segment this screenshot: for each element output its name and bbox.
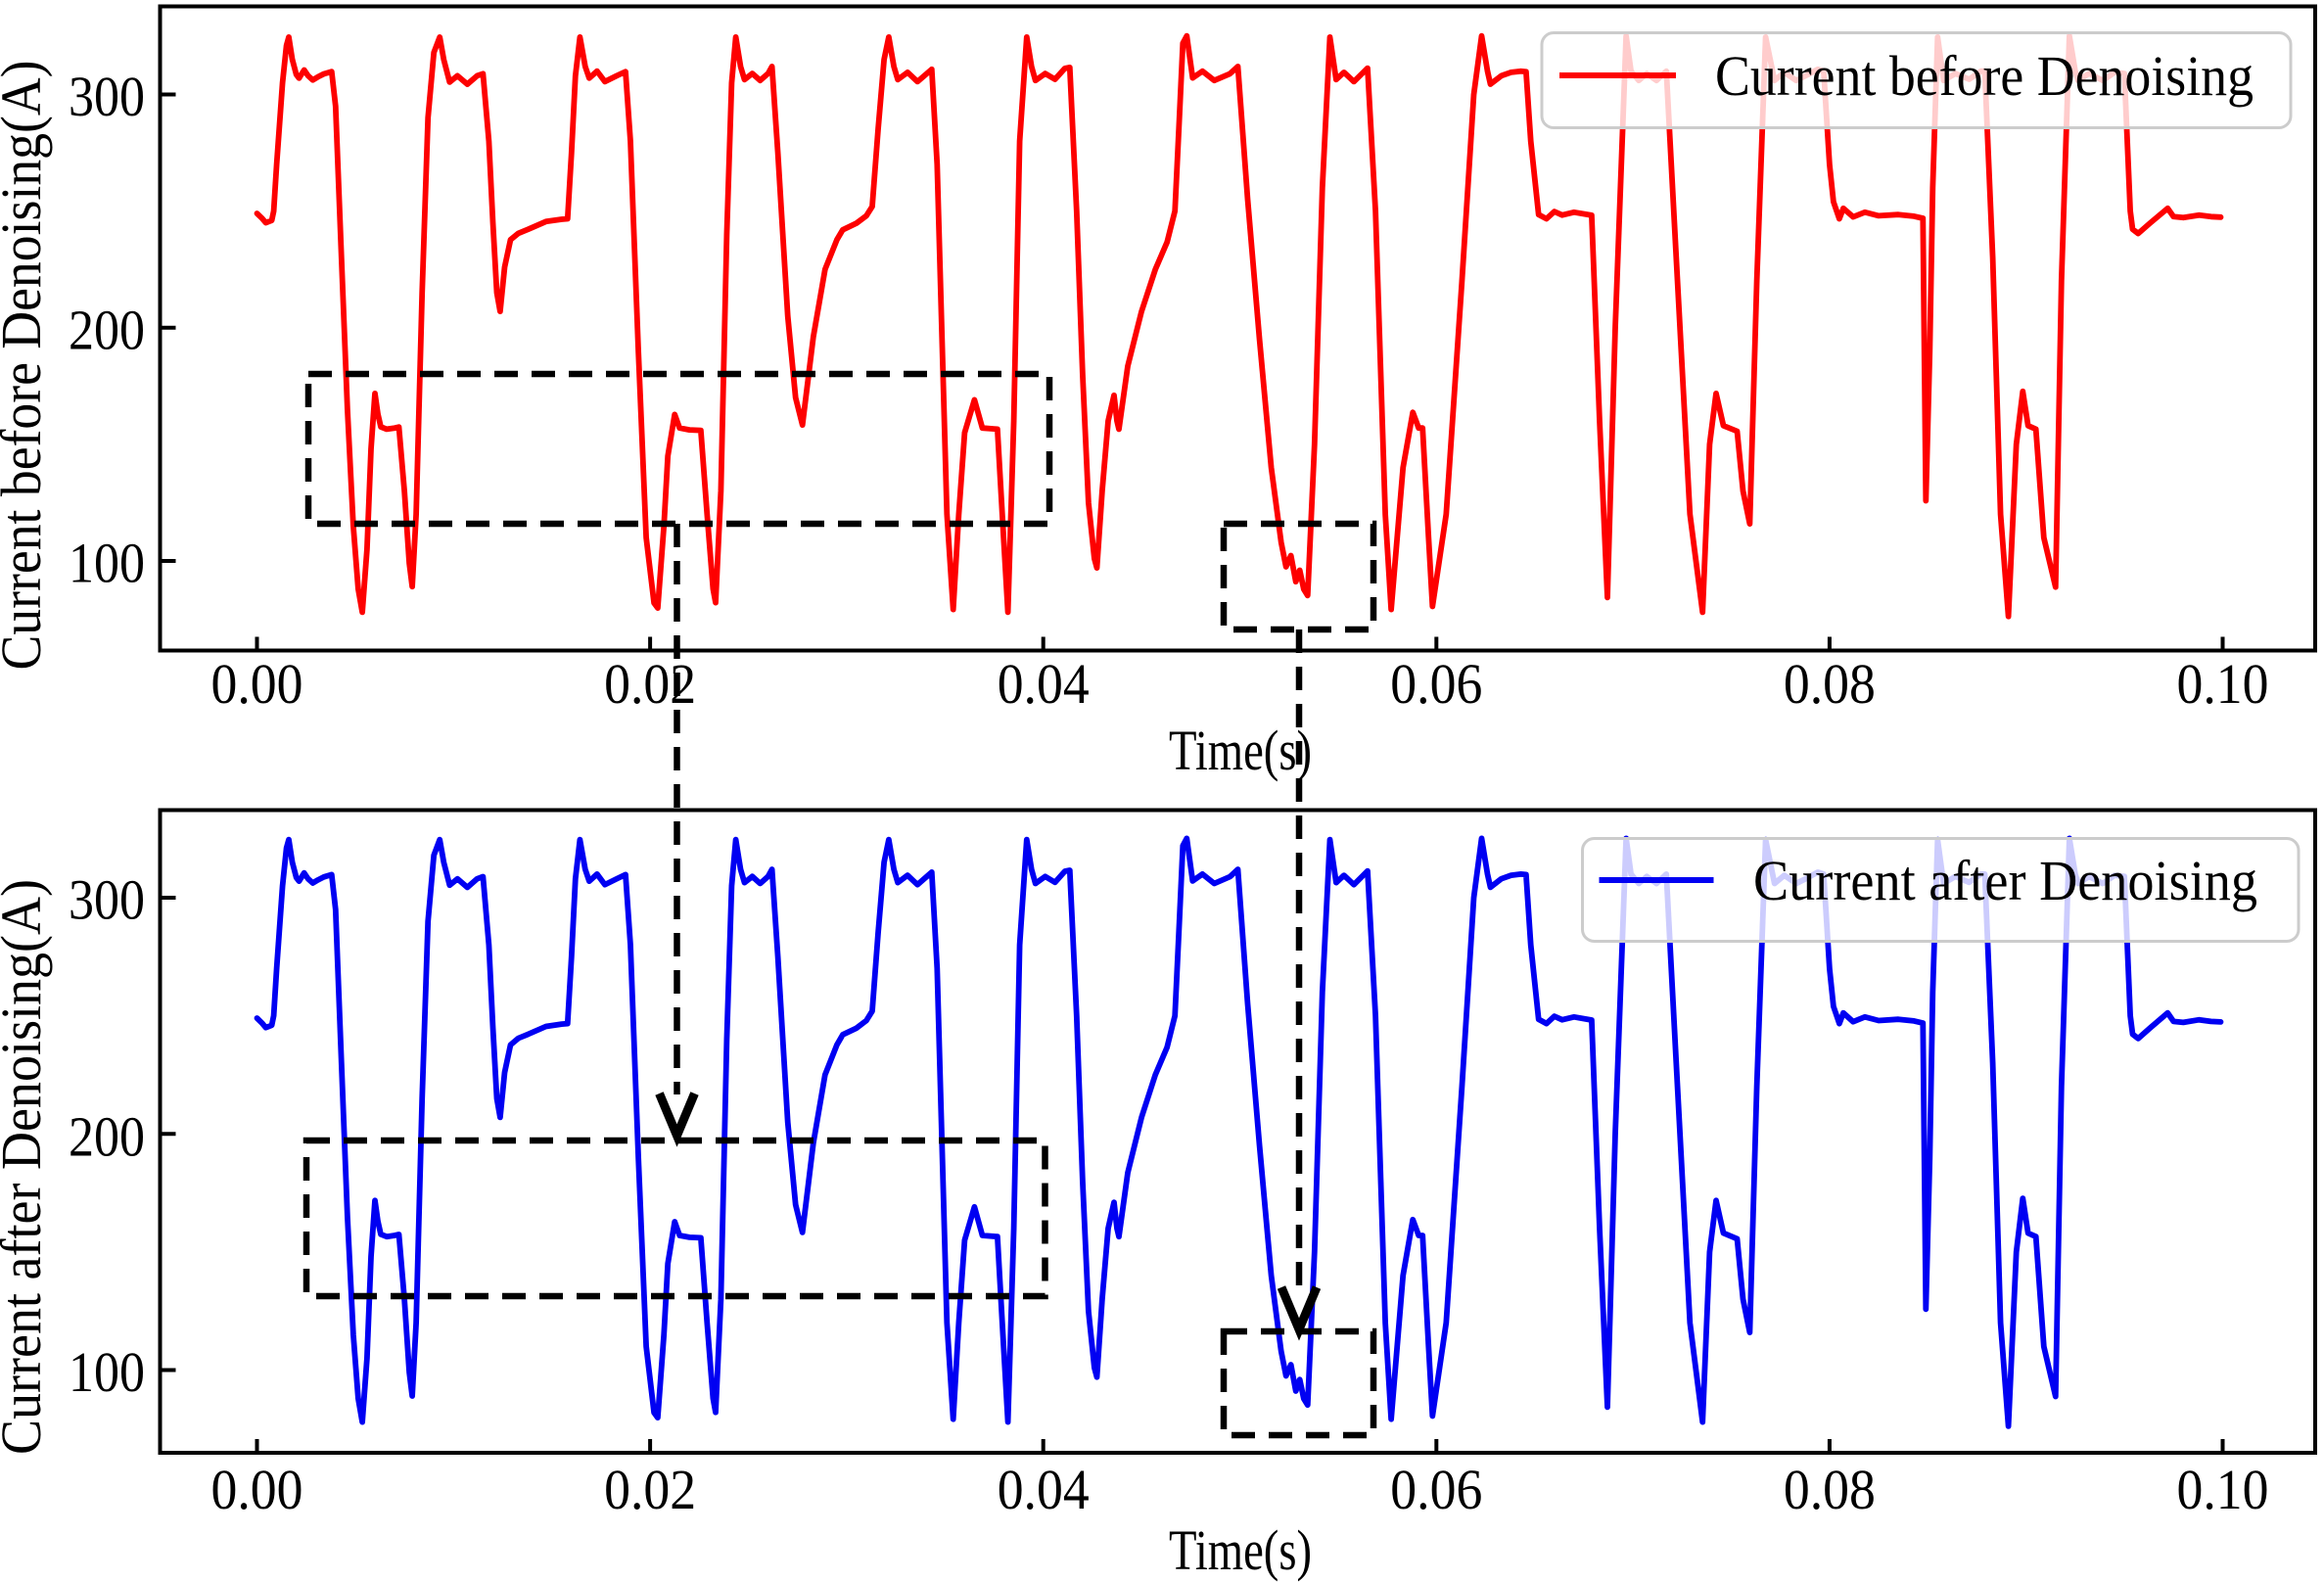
svg-text:200: 200 — [69, 1104, 145, 1168]
svg-text:0.04: 0.04 — [998, 652, 1090, 716]
svg-text:Time(s): Time(s) — [1169, 1518, 1312, 1582]
svg-text:0.02: 0.02 — [604, 1458, 696, 1521]
svg-text:300: 300 — [69, 868, 145, 932]
svg-text:0.08: 0.08 — [1784, 1458, 1876, 1521]
svg-text:Current after Denoising: Current after Denoising — [1753, 849, 2257, 912]
svg-text:100: 100 — [69, 532, 145, 595]
svg-text:Time(s): Time(s) — [1169, 719, 1312, 782]
svg-text:200: 200 — [69, 298, 145, 361]
svg-text:0.08: 0.08 — [1784, 652, 1876, 716]
svg-text:0.00: 0.00 — [211, 1458, 303, 1521]
svg-text:Current before Denoising: Current before Denoising — [1715, 44, 2254, 108]
svg-text:100: 100 — [69, 1340, 145, 1404]
svg-text:300: 300 — [69, 65, 145, 128]
svg-text:0.06: 0.06 — [1390, 1458, 1482, 1521]
svg-text:0.10: 0.10 — [2177, 1458, 2269, 1521]
svg-text:0.00: 0.00 — [211, 652, 303, 716]
svg-text:0.04: 0.04 — [998, 1458, 1090, 1521]
svg-text:Current before Denoising(A): Current before Denoising(A) — [0, 61, 53, 671]
svg-text:0.10: 0.10 — [2177, 652, 2269, 716]
svg-text:0.02: 0.02 — [604, 652, 696, 716]
svg-text:Current after Denoising(A): Current after Denoising(A) — [0, 879, 53, 1455]
svg-text:0.06: 0.06 — [1390, 652, 1482, 716]
